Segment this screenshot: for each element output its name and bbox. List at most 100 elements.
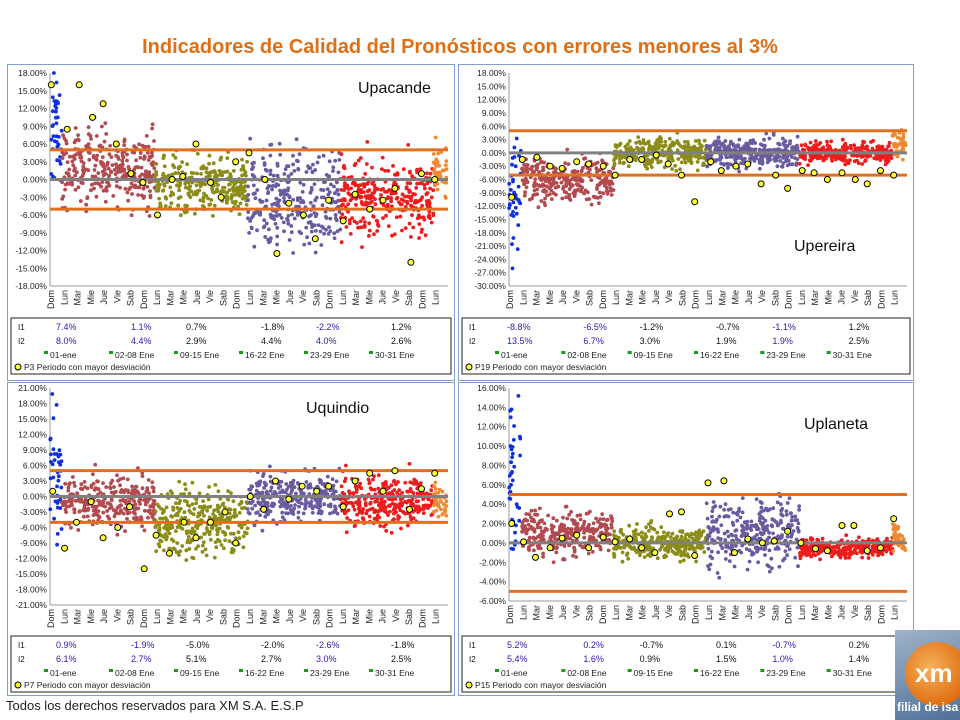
data-point	[277, 141, 282, 146]
x-tick-label: Vie	[664, 605, 674, 618]
chart-panel-uplaneta: 16.00% 14.00% 12.00% 10.00% 8.00% 6.00% 4.00% 2…	[458, 382, 914, 696]
highlighted-point	[810, 169, 818, 177]
data-point	[561, 525, 566, 530]
data-point	[594, 543, 598, 548]
x-tick-label: Vie	[298, 609, 308, 622]
data-point	[314, 195, 319, 200]
data-point	[286, 504, 291, 509]
table-cell: 2.5%	[391, 654, 412, 664]
data-point	[337, 210, 342, 214]
data-point	[247, 231, 252, 235]
data-point	[523, 176, 528, 181]
data-point	[674, 168, 679, 173]
data-point	[313, 168, 318, 172]
data-point	[793, 145, 798, 150]
data-point	[283, 490, 288, 495]
data-point	[55, 115, 60, 120]
data-point	[731, 142, 736, 147]
data-point	[183, 487, 188, 492]
data-point	[304, 225, 309, 230]
data-point	[190, 180, 195, 185]
table-period-label: 02-08 Ene	[567, 350, 606, 360]
data-point	[190, 480, 195, 485]
data-point	[118, 185, 122, 190]
x-tick-label: Mar	[165, 609, 175, 625]
data-point	[301, 511, 306, 516]
highlighted-point	[863, 180, 871, 188]
y-tick-label: -12.00%	[474, 201, 506, 211]
data-point	[268, 474, 273, 479]
highlighted-point	[431, 176, 439, 183]
data-point	[595, 527, 600, 532]
data-point	[587, 197, 591, 201]
period-marker	[495, 351, 499, 354]
data-point	[718, 158, 722, 162]
data-point	[133, 502, 138, 507]
data-point	[670, 167, 674, 171]
data-point	[741, 146, 746, 150]
data-point	[729, 139, 733, 144]
data-point	[199, 505, 204, 509]
data-point	[683, 140, 687, 144]
data-point	[410, 174, 414, 179]
data-point	[586, 551, 591, 556]
data-point	[392, 488, 397, 492]
highlighted-point	[180, 518, 188, 526]
data-point	[579, 188, 584, 193]
data-point	[342, 166, 347, 171]
data-point	[100, 124, 104, 129]
data-point	[229, 491, 233, 495]
data-point	[66, 485, 71, 490]
data-point	[594, 166, 599, 171]
table-row-label: I2	[18, 337, 25, 346]
data-point	[444, 513, 449, 518]
data-point	[527, 548, 531, 552]
x-tick-label: Jue	[558, 605, 568, 620]
data-point	[286, 218, 290, 223]
data-point	[780, 164, 785, 169]
data-point	[69, 525, 73, 530]
data-point	[136, 491, 141, 495]
table-cell: 8.0%	[56, 336, 77, 346]
data-point	[195, 189, 200, 193]
data-point	[658, 159, 663, 164]
data-point	[148, 189, 152, 193]
data-point	[264, 501, 269, 505]
table-cell: -5.0%	[186, 640, 210, 650]
data-point	[54, 140, 59, 144]
highlighted-point	[179, 173, 187, 180]
data-point	[670, 531, 675, 536]
data-point	[590, 549, 595, 554]
data-point	[434, 499, 439, 504]
highlighted-point	[260, 505, 268, 513]
data-point	[435, 182, 440, 186]
data-point	[267, 184, 272, 189]
y-tick-label: -9.00%	[479, 188, 506, 198]
data-point	[863, 146, 868, 151]
data-point	[51, 416, 56, 421]
data-point	[286, 174, 291, 179]
data-point	[744, 166, 749, 171]
data-point	[363, 501, 368, 505]
data-point	[443, 510, 448, 514]
data-point	[178, 195, 183, 199]
table-cell: -0.7%	[716, 322, 740, 332]
table-period-label: 23-29 Ene	[310, 668, 349, 678]
data-point	[553, 532, 558, 537]
x-tick-label: Vie	[112, 609, 122, 622]
data-point	[154, 162, 159, 166]
x-tick-label: Vie	[571, 290, 581, 303]
data-point	[814, 146, 819, 151]
data-point	[320, 203, 325, 208]
data-point	[392, 508, 397, 513]
data-point	[677, 142, 681, 146]
data-point	[321, 188, 326, 192]
data-point	[599, 525, 603, 529]
data-point	[850, 153, 854, 158]
data-point	[339, 152, 344, 156]
data-point	[878, 158, 883, 162]
highlighted-point	[772, 171, 780, 179]
data-point	[336, 192, 341, 197]
data-point	[333, 504, 337, 509]
data-point	[870, 146, 875, 151]
